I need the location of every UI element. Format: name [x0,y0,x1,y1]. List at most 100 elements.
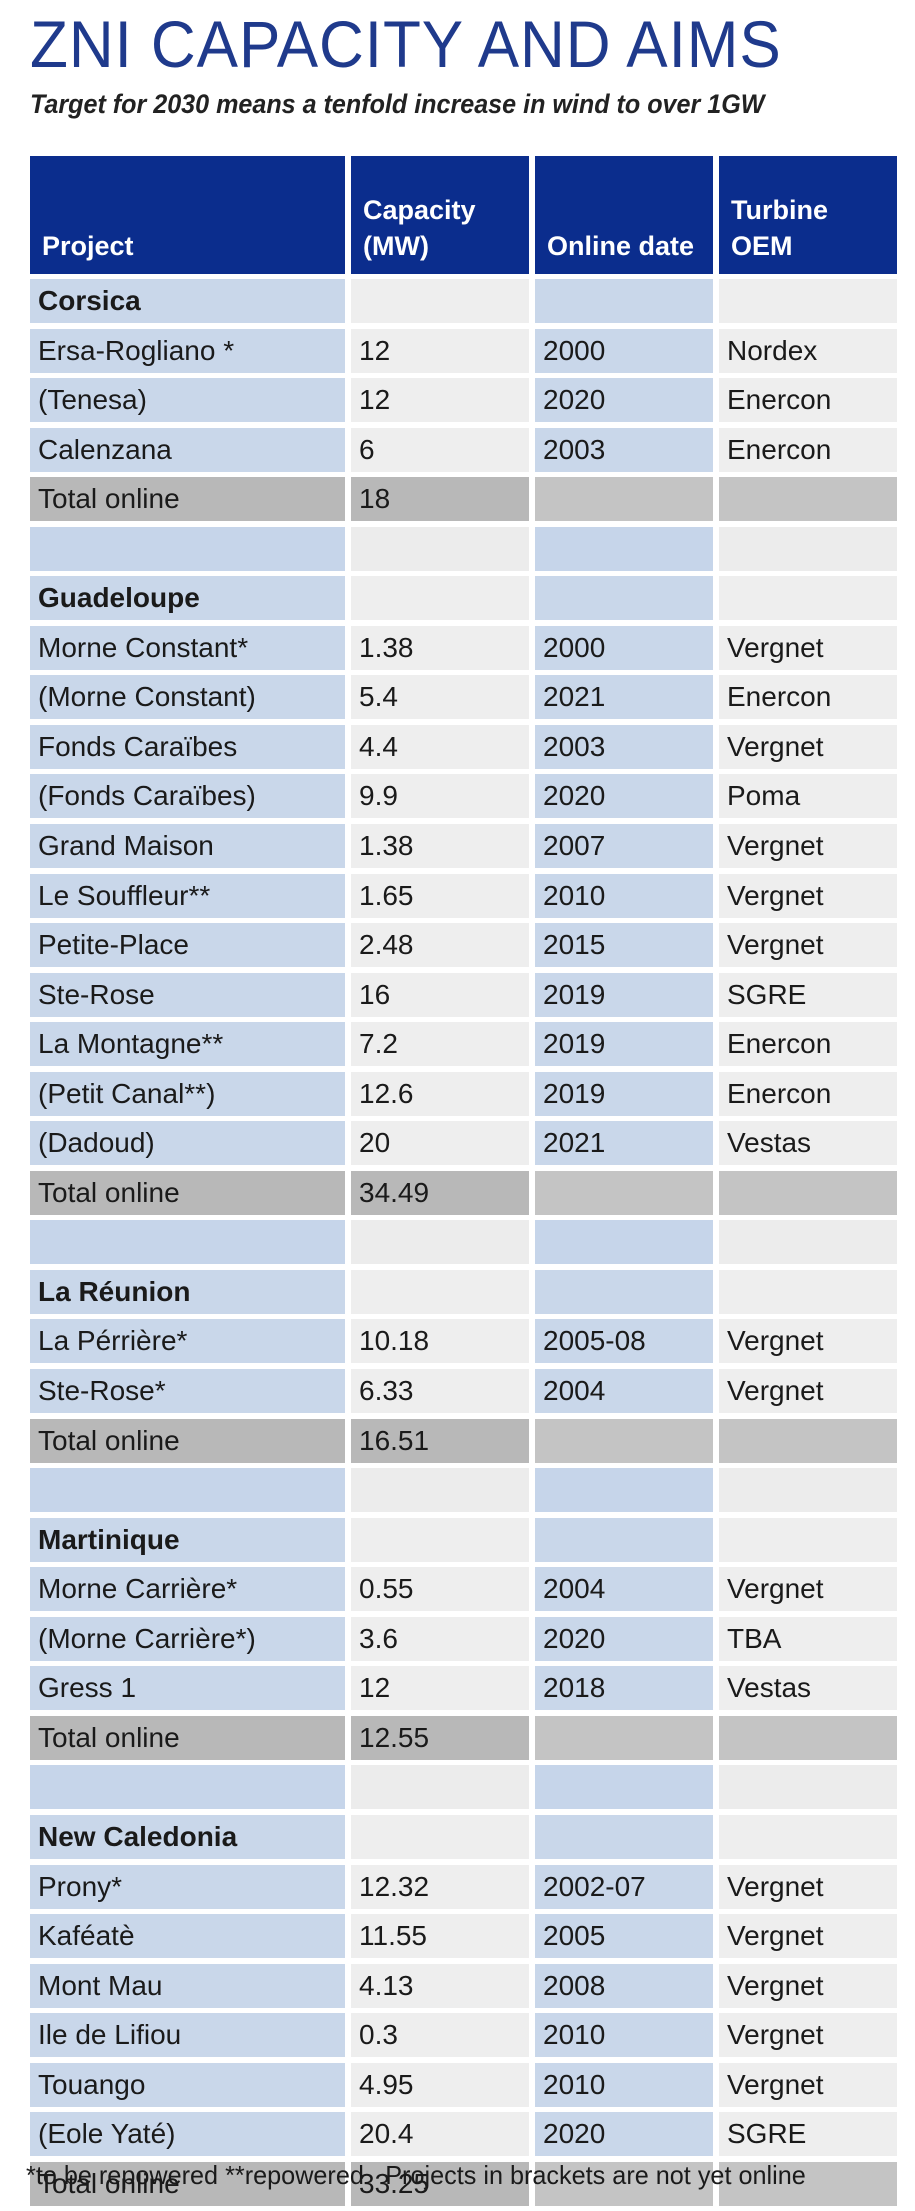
project-cell: Prony* [30,1864,345,1909]
project-cell: (Eole Yaté) [30,2112,345,2157]
capacity-cell [351,1517,529,1562]
turbine-oem-cell: Vestas [719,1666,897,1711]
project-cell: Total online [30,1715,345,1760]
table-row: Ile de Lifiou 0.3 2010 Vergnet [30,2013,897,2058]
project-cell [30,1765,345,1810]
header-capacity: Capacity (MW) [351,156,529,274]
capacity-cell: 4.4 [351,724,529,769]
capacity-cell: 18 [351,477,529,522]
capacity-cell: 34.49 [351,1170,529,1215]
capacity-cell: 9.9 [351,774,529,819]
turbine-oem-cell [719,1468,897,1513]
online-date-cell: 2005-08 [535,1319,713,1364]
turbine-oem-cell: Vestas [719,1121,897,1166]
turbine-oem-cell [719,1765,897,1810]
online-date-cell [535,1715,713,1760]
turbine-oem-cell: Vergnet [719,2013,897,2058]
capacity-cell: 1.65 [351,873,529,918]
online-date-cell: 2018 [535,1666,713,1711]
header-capacity-line: (MW) [363,231,429,261]
header-capacity-line: Capacity [363,195,476,225]
table-row: (Fonds Caraïbes) 9.9 2020 Poma [30,774,897,819]
turbine-oem-cell [719,1418,897,1463]
table-row: Ste-Rose* 6.33 2004 Vergnet [30,1369,897,1414]
table-row: Gress 1 12 2018 Vestas [30,1666,897,1711]
table-row: Kaféatè 11.55 2005 Vergnet [30,1914,897,1959]
footnote-repowered: *to be repowered **repowered [26,2160,364,2190]
turbine-oem-cell: Nordex [719,328,897,373]
project-cell: Grand Maison [30,824,345,869]
project-cell: Gress 1 [30,1666,345,1711]
turbine-oem-cell: Vergnet [719,625,897,670]
capacity-cell: 4.95 [351,2062,529,2107]
project-cell: Total online [30,477,345,522]
turbine-oem-cell: Enercon [719,427,897,472]
capacity-cell: 12.32 [351,1864,529,1909]
region-row: Martinique [30,1517,897,1562]
online-date-cell [535,279,713,323]
project-cell: Ste-Rose [30,972,345,1017]
header-project-line: Project [42,231,134,261]
capacity-cell: 11.55 [351,1914,529,1959]
table-row: La Pérrière* 10.18 2005-08 Vergnet [30,1319,897,1364]
project-cell: Total online [30,1170,345,1215]
capacity-cell: 20 [351,1121,529,1166]
online-date-cell: 2020 [535,1616,713,1661]
project-cell: Kaféatè [30,1914,345,1959]
page-subtitle: Target for 2030 means a tenfold increase… [30,89,765,119]
turbine-oem-cell: SGRE [719,2112,897,2157]
total-row: Total online 12.55 [30,1715,897,1760]
online-date-cell: 2021 [535,675,713,720]
capacity-cell: 7.2 [351,1022,529,1067]
project-cell: (Morne Carrière*) [30,1616,345,1661]
table-row: Touango 4.95 2010 Vergnet [30,2062,897,2107]
turbine-oem-cell [719,1517,897,1562]
capacity-cell [351,1220,529,1265]
online-date-cell: 2020 [535,378,713,423]
total-row: Total online 16.51 [30,1418,897,1463]
project-cell: Touango [30,2062,345,2107]
project-cell: La Réunion [30,1269,345,1314]
project-cell: Ile de Lifiou [30,2013,345,2058]
turbine-oem-cell: Vergnet [719,724,897,769]
online-date-cell: 2020 [535,2112,713,2157]
table-row: (Morne Constant) 5.4 2021 Enercon [30,675,897,720]
footnote-brackets: Projects in brackets are not yet online [385,2160,806,2190]
table-row: Petite-Place 2.48 2015 Vergnet [30,923,897,968]
turbine-oem-cell: Vergnet [719,2062,897,2107]
turbine-oem-cell: Vergnet [719,1369,897,1414]
header-turbine-oem-line: OEM [731,231,793,261]
table-row: (Tenesa) 12 2020 Enercon [30,378,897,423]
capacity-cell: 1.38 [351,625,529,670]
header-online-date-line: Online date [547,231,695,261]
online-date-cell: 2019 [535,1071,713,1116]
online-date-cell [535,477,713,522]
turbine-oem-cell [719,1269,897,1314]
project-cell [30,526,345,571]
table-row: (Eole Yaté) 20.4 2020 SGRE [30,2112,897,2157]
project-cell: Petite-Place [30,923,345,968]
capacity-cell: 5.4 [351,675,529,720]
table-row: Prony* 12.32 2002-07 Vergnet [30,1864,897,1909]
project-cell: (Petit Canal**) [30,1071,345,1116]
online-date-cell: 2004 [535,1369,713,1414]
turbine-oem-cell: Vergnet [719,824,897,869]
turbine-oem-cell: Enercon [719,675,897,720]
project-cell: (Morne Constant) [30,675,345,720]
table-row: Le Souffleur** 1.65 2010 Vergnet [30,873,897,918]
table-row: Mont Mau 4.13 2008 Vergnet [30,1963,897,2008]
online-date-cell [535,1170,713,1215]
online-date-cell [535,1814,713,1859]
capacity-cell: 6 [351,427,529,472]
capacity-cell [351,576,529,621]
turbine-oem-cell: Enercon [719,378,897,423]
project-cell: Le Souffleur** [30,873,345,918]
table-row: Morne Carrière* 0.55 2004 Vergnet [30,1567,897,1612]
turbine-oem-cell: Vergnet [719,1914,897,1959]
online-date-cell [535,1468,713,1513]
turbine-oem-cell [719,1715,897,1760]
project-cell: La Pérrière* [30,1319,345,1364]
turbine-oem-cell [719,1220,897,1265]
capacity-cell [351,1468,529,1513]
table-row: Morne Constant* 1.38 2000 Vergnet [30,625,897,670]
